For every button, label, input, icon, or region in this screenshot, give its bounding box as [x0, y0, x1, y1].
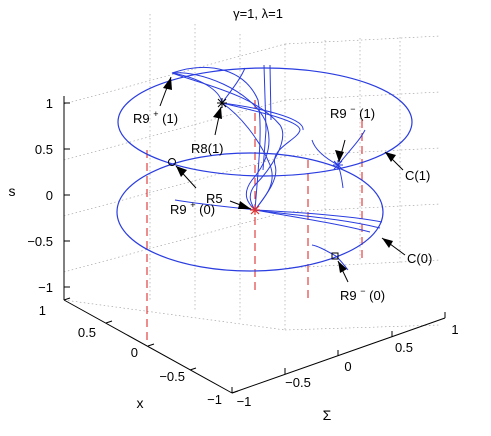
markers — [168, 98, 343, 260]
label-index: (1) — [162, 111, 178, 126]
label-base: R9 — [170, 202, 187, 217]
label-superscript: − — [360, 286, 365, 296]
x-tick-label: 1 — [39, 303, 46, 318]
circle-c1 — [117, 67, 413, 177]
x-tick-label: −0.5 — [159, 369, 185, 384]
x-tick-label: −1 — [207, 392, 222, 407]
trajectories — [171, 64, 383, 271]
label-superscript: − — [350, 104, 355, 114]
label-r9m1: R9 − (1) — [330, 100, 375, 121]
sigma-tick-label: 0 — [344, 359, 351, 374]
label-r9m0: R9 − (0) — [340, 282, 385, 303]
x-axis-label: x — [137, 395, 144, 411]
label-r9p1: R9 + (1) — [133, 105, 178, 126]
label-r5: R5 — [206, 191, 223, 206]
x-tick-label: 0.5 — [78, 325, 96, 340]
s-tick-label: 0.5 — [35, 142, 53, 157]
s-tick-label: 1 — [46, 96, 53, 111]
circle-c0 — [116, 152, 384, 272]
sigma-tick-label: −0.5 — [285, 375, 311, 390]
sigma-tick-label: 0.5 — [395, 340, 413, 355]
s-axis-label: s — [9, 183, 16, 199]
label-r9p0: R9 + (0) — [170, 196, 215, 217]
label-index: (1) — [359, 106, 375, 121]
label-superscript: + — [153, 109, 158, 119]
label-index: (0) — [369, 288, 385, 303]
svg-text:R9 + (0): R9 + (0) — [170, 196, 215, 217]
s-tick-label: 0 — [46, 188, 53, 203]
sigma-tick-label: −1 — [237, 394, 252, 409]
label-base: R9 — [133, 111, 150, 126]
svg-text:R9 + (1): R9 + (1) — [133, 105, 178, 126]
r5-star-marker — [250, 205, 260, 215]
dashed-vertical-lines — [146, 100, 363, 340]
s-tick-label: −0.5 — [27, 234, 53, 249]
label-c1: C(1) — [405, 168, 430, 183]
sigma-tick-label: 1 — [451, 322, 458, 337]
svg-text:R9 − (0): R9 − (0) — [340, 282, 385, 303]
annotation-arrows — [159, 76, 406, 283]
label-base: R9 — [330, 106, 347, 121]
r9p0-circle-marker — [168, 158, 176, 166]
r9m0-square-marker — [331, 252, 339, 260]
x-tick-label: 0 — [131, 345, 138, 360]
svg-text:R9 − (1): R9 − (1) — [330, 100, 375, 121]
label-r81: R8(1) — [191, 141, 224, 156]
axis-frame — [63, 96, 446, 394]
figure-title: γ=1, λ=1 — [233, 6, 283, 21]
sigma-axis-label: Σ — [323, 407, 332, 423]
r81-asterisk-marker — [217, 98, 227, 108]
s-tick-label: −1 — [38, 280, 53, 295]
label-index: (0) — [199, 202, 215, 217]
label-superscript: + — [190, 200, 195, 210]
r9m1-asterisk-marker — [333, 160, 343, 170]
label-c0: C(0) — [407, 251, 432, 266]
label-base: R9 — [340, 288, 357, 303]
grid — [63, 14, 441, 331]
